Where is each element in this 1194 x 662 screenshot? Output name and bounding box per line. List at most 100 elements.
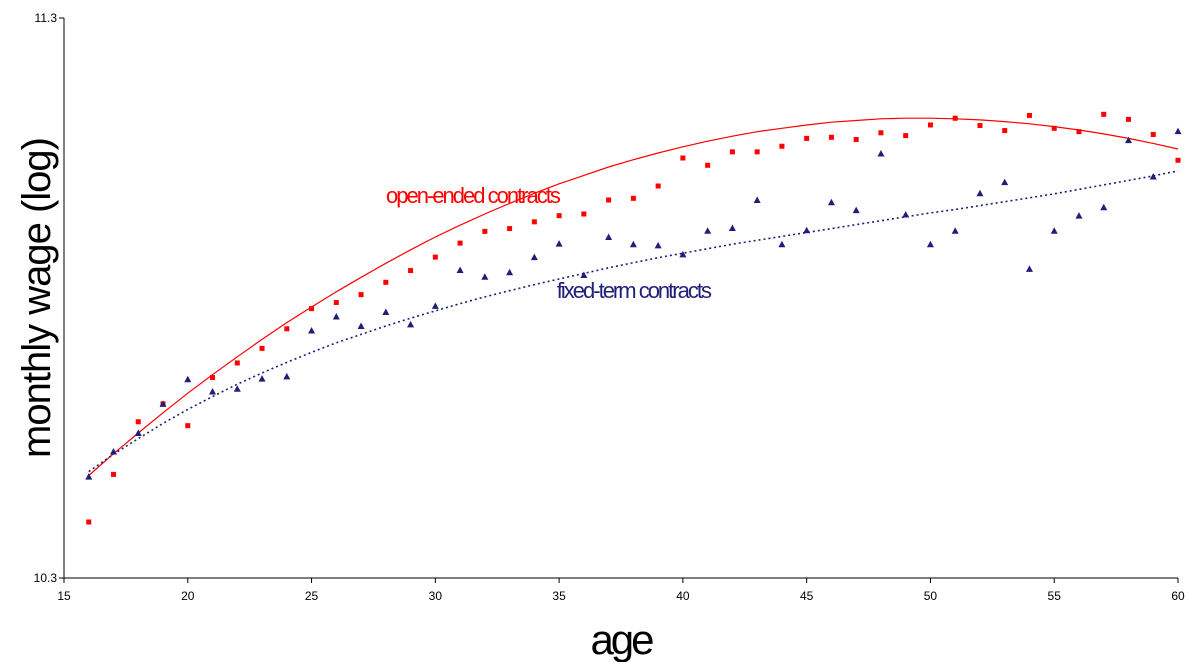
data-point-series-1 — [804, 135, 810, 141]
data-point-series-1 — [754, 149, 760, 155]
data-point-series-2 — [753, 196, 761, 203]
y-tick-label: 10.3 — [34, 571, 58, 585]
data-point-series-1 — [358, 292, 364, 298]
data-point-series-2 — [1149, 172, 1157, 180]
y-ticks: 10.3 11.3 — [34, 11, 64, 585]
data-point-series-2 — [1025, 265, 1033, 272]
data-point-series-2 — [1100, 203, 1108, 211]
data-point-series-1 — [853, 137, 859, 143]
trendlines — [88, 117, 1179, 476]
data-point-series-2 — [110, 447, 118, 455]
x-tick-label: 45 — [800, 589, 814, 603]
data-point-series-2 — [803, 226, 811, 234]
data-point-series-1 — [705, 162, 711, 168]
data-point-series-2 — [481, 273, 489, 280]
data-point-series-2 — [209, 388, 217, 395]
data-point-series-1 — [779, 143, 785, 149]
data-point-series-2 — [580, 271, 588, 279]
data-point-series-2 — [1124, 136, 1132, 144]
data-point-series-1 — [977, 123, 983, 129]
x-tick-label: 20 — [181, 589, 195, 603]
data-point-series-2 — [976, 189, 984, 197]
data-points — [85, 111, 1182, 525]
x-tick-label: 25 — [305, 589, 319, 603]
data-point-series-1 — [457, 240, 463, 246]
x-tick-label: 30 — [429, 589, 443, 603]
data-point-series-1 — [185, 423, 191, 429]
data-point-series-2 — [233, 385, 241, 392]
data-point-series-1 — [729, 149, 735, 155]
data-point-series-2 — [332, 312, 340, 320]
data-point-series-2 — [728, 224, 736, 231]
data-point-series-2 — [134, 429, 142, 436]
data-point-series-1 — [1125, 116, 1131, 122]
data-point-series-2 — [877, 150, 885, 157]
data-point-series-1 — [606, 197, 612, 203]
data-point-series-2 — [85, 473, 93, 480]
trendline-series-2 — [88, 170, 1179, 473]
data-point-series-1 — [927, 122, 933, 128]
data-point-series-2 — [283, 372, 291, 380]
data-point-series-1 — [86, 519, 92, 525]
data-point-series-2 — [902, 211, 910, 218]
data-point-series-1 — [1051, 125, 1057, 131]
data-point-series-2 — [926, 240, 934, 248]
data-point-series-1 — [234, 360, 240, 366]
data-point-series-2 — [654, 241, 662, 249]
plot-frame — [63, 18, 1178, 579]
data-point-series-2 — [1001, 178, 1009, 186]
data-point-series-1 — [1150, 131, 1156, 137]
data-point-series-1 — [432, 254, 438, 260]
data-point-series-1 — [507, 226, 513, 232]
x-tick-label: 40 — [676, 589, 690, 603]
data-point-series-1 — [828, 134, 834, 140]
x-axis-title: age — [590, 616, 653, 662]
data-point-series-2 — [431, 302, 439, 309]
series-annotations: open-ended contracts fixed-term contracts — [386, 183, 714, 303]
data-point-series-2 — [530, 253, 538, 261]
data-point-series-1 — [284, 326, 290, 332]
x-tick-label: 55 — [1048, 589, 1062, 603]
data-point-series-2 — [1050, 227, 1058, 234]
data-point-series-1 — [655, 183, 661, 189]
data-point-series-2 — [258, 375, 266, 382]
data-point-series-1 — [1026, 112, 1032, 118]
data-point-series-2 — [951, 227, 959, 234]
x-ticks: 15 20 25 30 35 40 45 50 55 60 — [57, 578, 1185, 603]
data-point-series-2 — [704, 227, 712, 234]
data-point-series-1 — [952, 115, 958, 121]
data-point-series-2 — [778, 240, 786, 248]
data-point-series-2 — [407, 320, 415, 328]
data-point-series-2 — [852, 206, 860, 214]
data-point-series-1 — [680, 155, 686, 161]
data-point-series-1 — [333, 299, 339, 305]
data-point-series-2 — [184, 375, 192, 383]
data-point-series-2 — [605, 233, 613, 240]
x-tick-label: 50 — [924, 589, 938, 603]
data-point-series-1 — [135, 419, 141, 425]
data-point-series-2 — [308, 326, 316, 334]
data-point-series-1 — [383, 279, 389, 285]
data-point-series-2 — [1075, 212, 1083, 219]
data-point-series-1 — [630, 195, 636, 201]
data-point-series-1 — [408, 268, 414, 274]
x-tick-label: 15 — [57, 589, 71, 603]
data-point-series-1 — [903, 133, 909, 139]
data-point-series-1 — [1076, 129, 1082, 135]
data-point-series-2 — [555, 240, 563, 247]
data-point-series-1 — [210, 375, 216, 381]
data-point-series-1 — [556, 213, 562, 219]
data-point-series-1 — [482, 228, 488, 234]
series-label-1: open-ended contracts — [386, 183, 561, 208]
data-point-series-2 — [679, 250, 687, 258]
data-point-series-2 — [506, 268, 514, 276]
data-point-series-2 — [159, 400, 167, 407]
x-tick-label: 35 — [552, 589, 566, 603]
data-point-series-1 — [878, 130, 884, 136]
data-point-series-1 — [1101, 111, 1107, 117]
data-point-series-1 — [309, 306, 315, 312]
data-point-series-2 — [827, 198, 835, 206]
trendline-series-1 — [88, 117, 1179, 476]
data-point-series-2 — [382, 308, 390, 315]
